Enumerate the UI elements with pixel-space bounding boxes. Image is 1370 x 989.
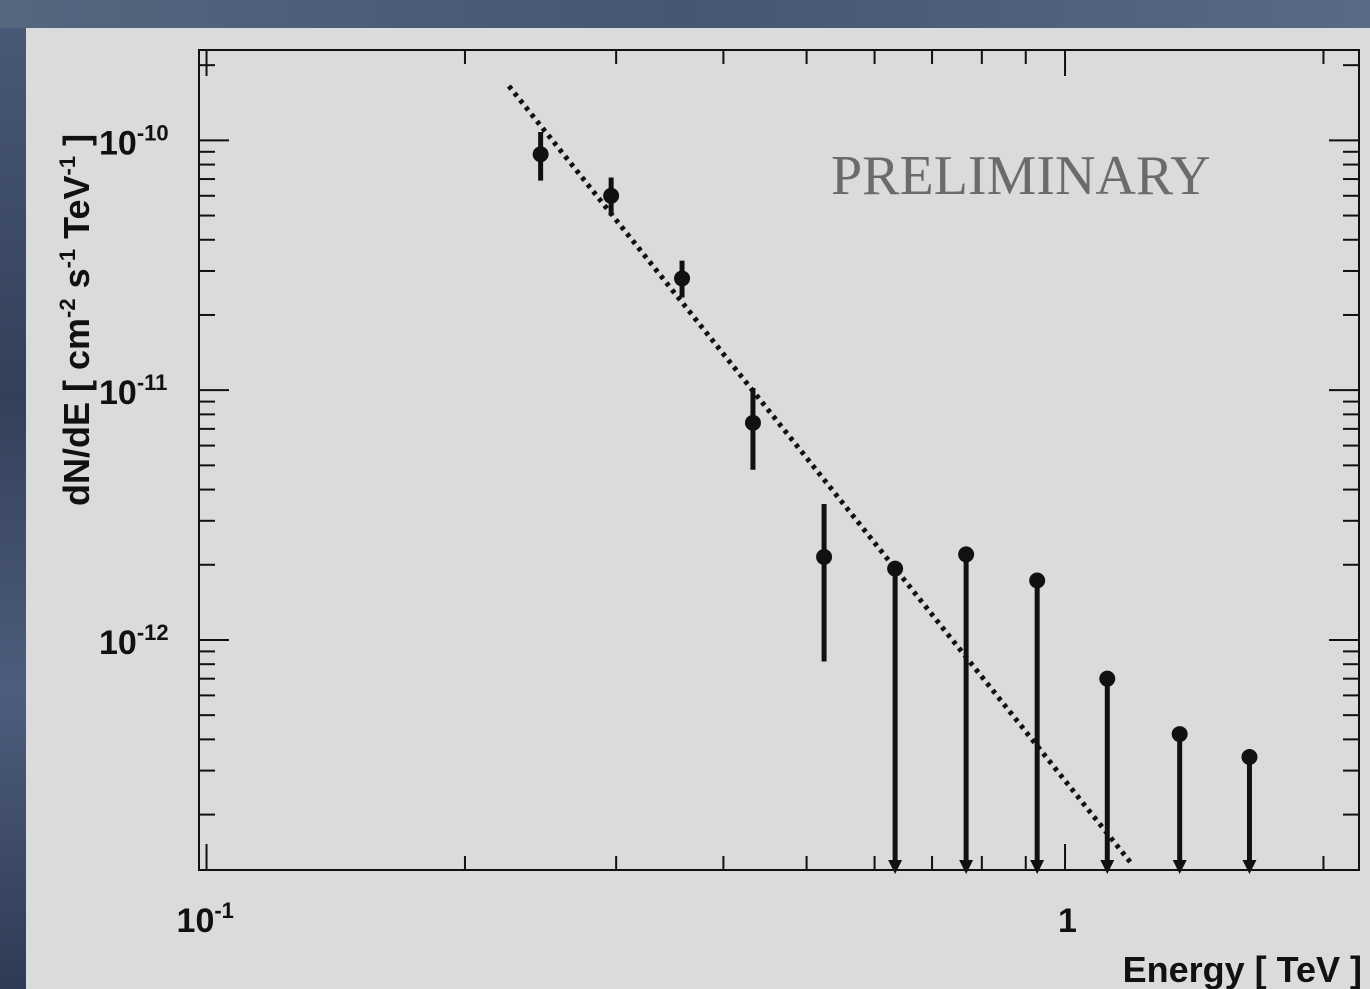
data-point	[1029, 572, 1046, 589]
y-tick-base: 10	[99, 374, 137, 412]
upper-limit-arrow	[959, 860, 974, 874]
y-tick-exp: -12	[137, 620, 169, 645]
data-points-layer	[532, 132, 1258, 874]
data-point	[532, 146, 549, 163]
y-tick-label: 10-10	[99, 120, 169, 162]
data-point	[1171, 726, 1188, 743]
data-point	[958, 546, 975, 563]
y-tick-base: 10	[99, 624, 137, 662]
annotation-preliminary: PRELIMINARY	[831, 145, 1211, 207]
chart-panel: 10-1 1 10-10 10-11 10-12 PRELIMINARY Energy …	[26, 28, 1370, 989]
x-tick-base: 1	[1058, 902, 1077, 940]
data-point	[744, 414, 761, 431]
y-tick-label: 10-12	[99, 620, 169, 662]
upper-limit-arrow	[1030, 860, 1045, 874]
y-axis-title: dN/dE [ cm-2 s-1 TeV-1 ]	[55, 134, 97, 506]
data-point	[674, 270, 691, 287]
upper-limit-arrow	[888, 860, 903, 874]
tick-marks	[199, 50, 1359, 870]
data-point	[887, 560, 904, 577]
background-strip-left	[0, 0, 26, 989]
y-tick-exp: -11	[137, 370, 168, 395]
y-axis-title-part: s	[56, 268, 97, 298]
upper-limit-arrow	[1172, 860, 1187, 874]
y-axis-title-exp: -2	[55, 298, 80, 318]
background-strip-top	[0, 0, 1370, 28]
x-axis-title: Energy [ TeV ]	[1123, 949, 1362, 989]
data-point	[603, 187, 620, 204]
y-tick-label: 10-11	[99, 370, 167, 412]
y-axis-title-part: TeV	[56, 175, 97, 248]
x-tick-label: 1	[1058, 902, 1077, 940]
x-tick-base: 10	[177, 902, 215, 940]
upper-limit-arrow	[1242, 860, 1257, 874]
data-point	[1099, 670, 1116, 687]
upper-limit-arrow	[1100, 860, 1115, 874]
y-axis-title-exp: -1	[55, 156, 80, 176]
plot-frame	[198, 49, 1360, 871]
x-tick-label: 10-1	[177, 898, 234, 940]
x-tick-exp: -1	[214, 898, 234, 923]
y-axis-title-part: ]	[56, 134, 97, 156]
data-point	[816, 548, 833, 565]
y-tick-base: 10	[99, 124, 137, 162]
data-point	[1241, 749, 1258, 766]
y-axis-title-exp: -1	[55, 249, 80, 269]
y-tick-exp: -10	[137, 120, 169, 145]
y-axis-title-part: dN/dE [ cm	[56, 318, 97, 506]
